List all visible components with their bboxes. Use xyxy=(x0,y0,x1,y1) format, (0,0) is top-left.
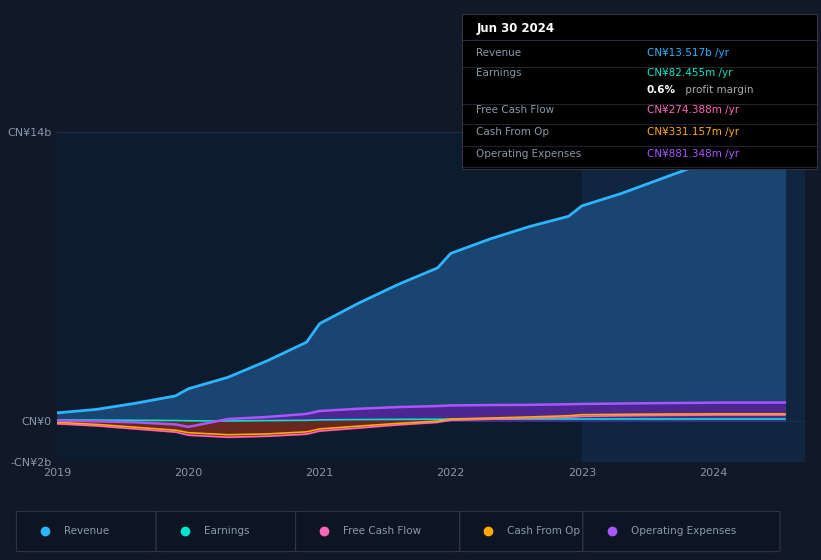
Text: Revenue: Revenue xyxy=(64,526,109,536)
Text: Revenue: Revenue xyxy=(476,48,521,58)
Bar xyxy=(582,132,805,462)
FancyBboxPatch shape xyxy=(16,511,156,552)
Text: Free Cash Flow: Free Cash Flow xyxy=(476,105,554,115)
Text: Cash From Op: Cash From Op xyxy=(476,127,549,137)
Text: Cash From Op: Cash From Op xyxy=(507,526,580,536)
Text: profit margin: profit margin xyxy=(682,85,754,95)
Text: CN¥881.348m /yr: CN¥881.348m /yr xyxy=(647,149,739,159)
Text: Earnings: Earnings xyxy=(476,68,521,78)
Text: Operating Expenses: Operating Expenses xyxy=(631,526,736,536)
FancyBboxPatch shape xyxy=(583,511,780,552)
FancyBboxPatch shape xyxy=(460,511,583,552)
Text: CN¥331.157m /yr: CN¥331.157m /yr xyxy=(647,127,739,137)
FancyBboxPatch shape xyxy=(156,511,296,552)
Text: Earnings: Earnings xyxy=(204,526,249,536)
Text: CN¥274.388m /yr: CN¥274.388m /yr xyxy=(647,105,739,115)
Text: CN¥13.517b /yr: CN¥13.517b /yr xyxy=(647,48,728,58)
Text: CN¥82.455m /yr: CN¥82.455m /yr xyxy=(647,68,732,78)
Text: 0.6%: 0.6% xyxy=(647,85,676,95)
FancyBboxPatch shape xyxy=(296,511,460,552)
Text: Free Cash Flow: Free Cash Flow xyxy=(343,526,421,536)
Text: Jun 30 2024: Jun 30 2024 xyxy=(476,22,554,35)
Text: Operating Expenses: Operating Expenses xyxy=(476,149,581,159)
